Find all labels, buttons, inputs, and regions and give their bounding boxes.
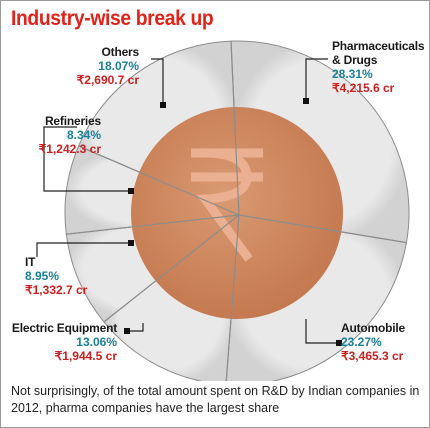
slice-name-pharma-line2: & Drugs [332, 53, 378, 67]
center-disc [131, 107, 343, 319]
slice-value-automobile: ₹3,465.3 cr [341, 349, 404, 363]
leader-line-others [151, 58, 164, 105]
slice-name-refineries: Refineries [44, 114, 101, 128]
pie-chart [36, 40, 410, 381]
slice-name-others: Others [101, 45, 140, 59]
slice-divider-electric-equipment [225, 214, 240, 381]
slice-divider-it [103, 214, 240, 323]
label-electric-equipment: Electric Equipment 13.06% ₹1,944.5 cr [12, 321, 117, 363]
rupee-symbol-icon [191, 148, 263, 262]
label-refineries: Refineries 8.34% ₹1,242.3 cr [38, 114, 102, 156]
slice-value-refineries: ₹1,242.3 cr [38, 142, 101, 156]
leader-line-refineries [43, 126, 131, 192]
leader-line-automobile [305, 319, 339, 344]
leader-lines [36, 58, 342, 346]
slice-value-it: ₹1,332.7 cr [25, 283, 88, 297]
slice-value-electric-equipment: ₹1,944.5 cr [54, 349, 117, 363]
slice-name-pharma-line1: Pharmaceuticals [332, 39, 425, 53]
slice-name-it: IT [25, 255, 36, 269]
leader-marker-it [128, 240, 134, 246]
footnote: Not surprisingly, of the total amount sp… [11, 384, 420, 415]
slice-dividers [66, 41, 407, 381]
slice-percent-refineries: 8.34% [66, 128, 101, 142]
leader-marker-refineries [128, 188, 134, 194]
slice-name-electric-equipment: Electric Equipment [11, 321, 117, 335]
slice-percent-electric-equipment: 13.06% [76, 335, 117, 349]
leader-marker-others [160, 102, 166, 108]
slice-percent-automobile: 23.27% [341, 335, 382, 349]
slice-divider-others [78, 145, 240, 216]
slice-divider-pharmaceuticals-drugs [230, 41, 240, 216]
label-it: IT 8.95% ₹1,332.7 cr [25, 255, 87, 297]
leader-line-electric-equipment [127, 323, 144, 332]
slice-percent-others: 18.07% [98, 59, 139, 73]
slice-name-automobile: Automobile [341, 321, 405, 335]
leader-line-pharma [305, 58, 328, 101]
slice-divider-refineries [66, 214, 240, 235]
slice-value-others: ₹2,690.7 cr [76, 73, 139, 87]
leader-line-it [36, 242, 131, 257]
label-automobile: Automobile 23.27% ₹3,465.3 cr [341, 321, 405, 363]
label-pharma: Pharmaceuticals & Drugs 28.31% ₹4,215.6 … [332, 39, 425, 95]
label-others: Others 18.07% ₹2,690.7 cr [76, 45, 140, 87]
slice-percent-pharma: 28.31% [332, 67, 373, 81]
leader-marker-electric-equipment [124, 328, 130, 334]
chart-title: Industry-wise break up [11, 7, 214, 30]
leader-marker-automobile [336, 340, 342, 346]
leader-marker-pharma [303, 98, 309, 104]
slice-value-pharma: ₹4,215.6 cr [332, 81, 395, 95]
slice-percent-it: 8.95% [25, 269, 60, 283]
slice-divider-automobile [238, 214, 407, 244]
